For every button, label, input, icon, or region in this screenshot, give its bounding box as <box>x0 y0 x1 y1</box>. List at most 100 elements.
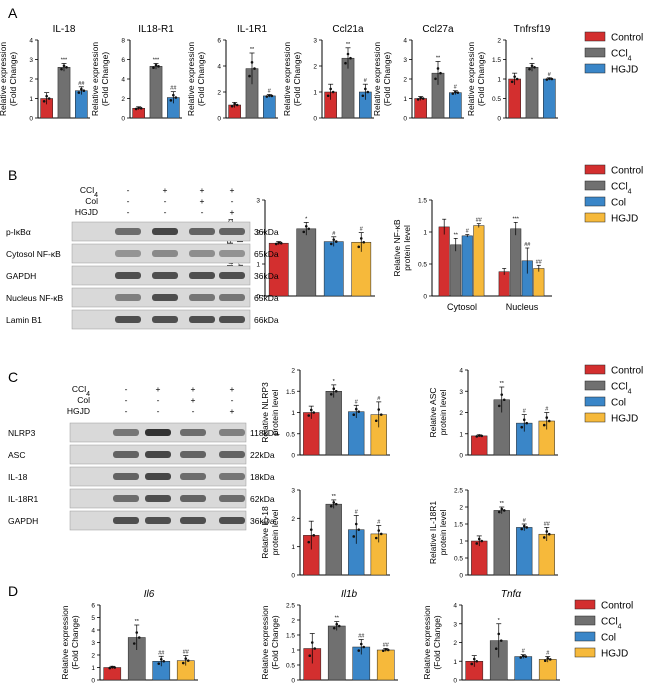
treatment-label: HGJD <box>75 207 98 217</box>
bar <box>533 268 545 297</box>
band-name: GAPDH <box>6 271 36 281</box>
y-tick-label: 1 <box>291 544 295 551</box>
treatment-sign: - <box>164 196 167 206</box>
treatment-sign: - <box>125 406 128 416</box>
data-point <box>331 90 335 94</box>
legend-swatch <box>584 212 606 223</box>
band-kda: 66kDa <box>254 315 279 325</box>
treatment-sign: - <box>231 395 234 405</box>
blot-band <box>152 272 178 279</box>
y-tick-label: 4 <box>403 38 407 45</box>
y-axis-label: protein level <box>438 509 448 555</box>
y-tick-label: 3 <box>453 621 457 628</box>
y-tick-label: 1.5 <box>492 57 501 64</box>
significance-mark: *** <box>61 57 68 63</box>
data-point <box>480 434 484 438</box>
blot-band <box>115 272 141 279</box>
treatment-sign: - <box>125 395 128 405</box>
y-tick-label: 0 <box>459 573 463 580</box>
data-point <box>472 657 476 661</box>
blot-band <box>219 473 245 480</box>
data-point <box>525 526 529 529</box>
blot-band <box>180 473 206 480</box>
treatment-label: Col <box>85 196 98 206</box>
data-point <box>475 542 479 545</box>
y-axis-label: Relative expression <box>422 605 432 679</box>
y-tick-label: 3 <box>291 488 295 495</box>
bar <box>450 244 462 297</box>
treatment-sign: - <box>201 207 204 217</box>
y-axis-label: (Fold Change) <box>382 52 392 107</box>
data-point <box>307 227 311 231</box>
band-kda: 36kDa <box>254 271 279 281</box>
legend-label: HGJD <box>611 65 638 76</box>
bar <box>510 228 522 297</box>
significance-mark: # <box>523 409 527 415</box>
treatment-sign: - <box>127 196 130 206</box>
data-point <box>547 532 551 536</box>
significance-mark: ## <box>544 521 551 527</box>
legend-label: HGJD <box>611 414 638 425</box>
y-axis-label: protein level <box>402 225 412 271</box>
significance-mark: # <box>466 229 470 235</box>
data-point <box>366 90 370 94</box>
data-point <box>502 509 506 512</box>
y-tick-label: 6 <box>217 38 221 45</box>
y-tick-label: 0 <box>121 116 125 123</box>
data-point <box>436 67 440 70</box>
blot-band <box>152 250 178 257</box>
legend-swatch <box>584 31 606 42</box>
treatment-sign: + <box>230 406 235 416</box>
data-point <box>270 94 274 98</box>
chart-title: Ccl21a <box>332 24 364 35</box>
data-point <box>307 540 311 544</box>
band-name: NLRP3 <box>8 428 36 438</box>
y-tick-label: 0.5 <box>492 96 501 103</box>
y-tick-label: 0.5 <box>286 431 295 438</box>
data-point <box>335 622 339 626</box>
y-axis-label: (Fold Change) <box>432 615 442 670</box>
y-tick-label: 3 <box>459 389 463 396</box>
y-axis-label: Relative NF-κB <box>392 219 402 276</box>
data-point <box>42 100 46 103</box>
data-point <box>60 67 63 71</box>
data-point <box>308 654 312 657</box>
data-point <box>477 537 481 541</box>
legend-swatch <box>574 631 596 642</box>
significance-mark: # <box>548 72 552 78</box>
treatment-sign: + <box>156 384 161 394</box>
legend-label: Control <box>611 33 643 44</box>
bar <box>149 66 163 119</box>
bar <box>471 435 488 456</box>
bar <box>325 391 342 456</box>
blot-band <box>219 228 245 235</box>
data-point <box>274 242 278 246</box>
y-tick-label: 2 <box>217 90 221 97</box>
bar <box>325 503 342 576</box>
bar <box>498 271 510 297</box>
treatment-sign: + <box>200 185 205 195</box>
bar <box>543 78 556 119</box>
y-tick-label: 4 <box>459 368 463 375</box>
y-tick-label: 2 <box>291 516 295 523</box>
chart-title: Il1b <box>341 589 358 600</box>
data-point <box>80 87 83 91</box>
bar <box>516 527 533 576</box>
data-point <box>233 102 236 106</box>
blot-band <box>180 451 206 458</box>
chart-a5: Ccl27a 0 1 2 3 4 Relative expression (Fold Chan… <box>372 24 464 123</box>
western-blots: CCl4- + + +Col - - + -HGJD - - - +p-IκBα 36kDaCytoso… <box>6 185 279 531</box>
chart-c1: 0 0.5 1 1.5 2 Relative NLRP3 protein level * # # <box>260 368 390 460</box>
data-point <box>357 410 361 413</box>
significance-mark: # <box>377 519 381 525</box>
significance-mark: ## <box>383 643 390 649</box>
significance-mark: ## <box>158 650 165 656</box>
blot-band <box>113 473 139 480</box>
legend-label: Control <box>611 366 643 377</box>
y-axis-label: Relative expression <box>466 42 476 116</box>
bar <box>473 225 485 297</box>
y-tick-label: 2 <box>497 38 501 45</box>
y-axis-label: (Fold Change) <box>270 615 280 670</box>
y-tick-label: 2 <box>121 96 125 103</box>
bar <box>327 625 346 681</box>
